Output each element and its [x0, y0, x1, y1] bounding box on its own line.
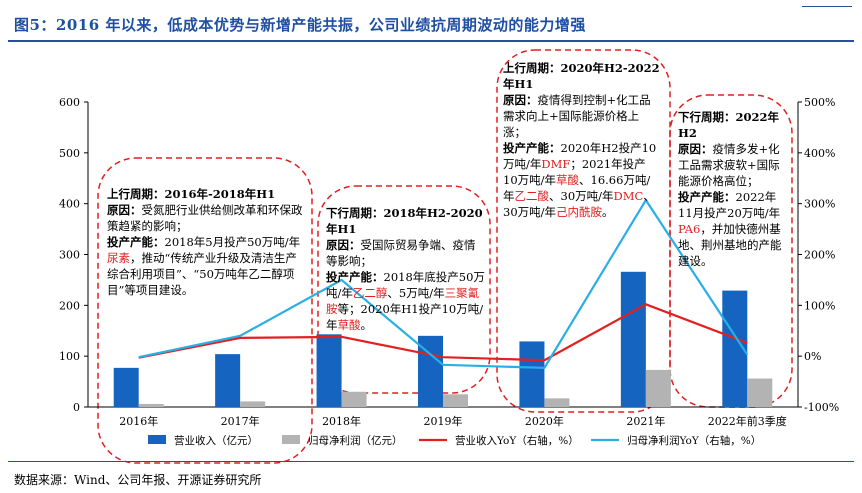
capacity-text: 、30万吨/年	[503, 189, 655, 219]
capacity-text: 2018年底投产50万吨/年	[326, 270, 485, 300]
legend-net-profit-yoy-label: 归母净利润YoY（右轴，%）	[627, 434, 761, 447]
capacity-text: 2018年5月投产50万吨/年	[164, 235, 301, 249]
product-name: PA6	[678, 222, 701, 236]
line-net-profit-yoy	[138, 199, 749, 369]
left-tick-label: 500	[59, 147, 80, 160]
reason-text: 受国际贸易争端、疫情等影响；	[326, 238, 476, 268]
capacity-label: 投产产能：	[678, 190, 736, 204]
product-name: DMC	[613, 189, 644, 203]
bar-revenue	[215, 354, 241, 407]
annotation-upcycle-2016: 上行周期：2016年-2018年H1 原因：受氮肥行业供给侧改革和环保政策趋紧的…	[107, 186, 305, 298]
reason-text: 疫情得到控制+化工品需求向上+国际能源价格上涨；	[503, 93, 651, 139]
product-name: 尿素	[107, 251, 130, 265]
bar-revenue	[113, 367, 139, 407]
reason-label: 原因：	[326, 238, 361, 252]
line-revenue-yoy	[138, 303, 748, 362]
x-tick-label: 2016年	[119, 414, 158, 428]
product-name: 三聚氰胺	[326, 286, 480, 316]
left-tick-label: 600	[59, 96, 80, 109]
legend-revenue-label: 营业收入（亿元）	[174, 434, 258, 447]
x-tick-label: 2018年	[322, 414, 361, 428]
x-tick-label: 2021年	[626, 414, 665, 428]
bar-revenue	[519, 341, 545, 407]
product-name: 乙二酸	[514, 189, 550, 203]
dashed-cycle-box	[317, 185, 491, 394]
right-tick-label: 500%	[804, 96, 835, 109]
legend-net-profit-swatch	[282, 435, 300, 444]
capacity-text: 2022年11月投产20万吨/年	[678, 190, 781, 220]
source-divider	[8, 461, 854, 462]
data-source: 数据来源：Wind、公司年报、开源证券研究所	[14, 473, 262, 487]
title-underline	[8, 40, 854, 42]
reason-label: 原因：	[107, 203, 142, 217]
bar-net-profit	[443, 394, 468, 407]
reason-text: 疫情多发+化工品需求疲软+国际能源价格高位；	[678, 142, 780, 188]
left-tick-label: 400	[59, 198, 80, 211]
right-tick-label: 300%	[804, 198, 835, 211]
x-tick-label: 2020年	[525, 414, 564, 428]
bar-net-profit	[138, 403, 164, 407]
bar-net-profit	[747, 378, 773, 407]
reason-label: 原因：	[503, 93, 538, 107]
annotation-heading: 上行周期：2016年-2018年H1	[107, 187, 276, 201]
capacity-text: 、5万吨/年	[387, 286, 445, 300]
bar-net-profit	[240, 401, 266, 407]
capacity-text: ，并加快德州基地、荆州基地的产能建设。	[678, 222, 782, 268]
capacity-text: ；2021年投产10万吨/年	[503, 157, 646, 187]
x-tick-label: 2019年	[424, 414, 463, 428]
x-tick-label: 2022年前3季度	[708, 414, 787, 428]
figure-title: 图5：2016 年以来，低成本优势与新增产能共振，公司业绩抗周期波动的能力增强	[14, 16, 586, 34]
legend-net-profit-label: 归母净利润（亿元）	[308, 434, 403, 447]
bar-net-profit	[341, 391, 367, 407]
right-tick-label: 200%	[804, 249, 835, 262]
capacity-label: 投产产能：	[503, 141, 561, 155]
capacity-text: ，推动“传统产业升级及清洁生产综合利用项目”、“50万吨年乙二醇项目”等项目建设…	[107, 251, 297, 297]
product-name: 乙二醇	[352, 286, 388, 300]
header-rule-corner	[802, 0, 852, 7]
capacity-label: 投产产能：	[326, 270, 384, 284]
annotation-heading: 上行周期：2020年H2-2022年H1	[503, 61, 660, 91]
product-name: DMF	[541, 157, 571, 171]
bar-revenue	[316, 334, 342, 407]
product-name: 草酸	[337, 318, 361, 332]
annotation-heading: 下行周期：2022年H2	[678, 110, 780, 140]
reason-text: 受氮肥行业供给侧改革和环保政策趋紧的影响；	[107, 203, 303, 233]
bar-net-profit	[544, 398, 570, 407]
dashed-cycle-box	[97, 157, 313, 464]
right-tick-label: -100%	[804, 401, 839, 414]
left-tick-label: 300	[59, 249, 80, 262]
left-tick-label: 100	[59, 350, 80, 363]
right-tick-label: 0%	[804, 350, 821, 363]
bar-net-profit	[645, 369, 671, 407]
right-tick-label: 100%	[804, 299, 835, 312]
capacity-label: 投产产能：	[107, 235, 165, 249]
capacity-text: 。	[360, 318, 373, 332]
annotation-downcycle-2022: 下行周期：2022年H2 原因：疫情多发+化工品需求疲软+国际能源价格高位； 投…	[678, 109, 788, 269]
dashed-cycle-box	[496, 49, 671, 413]
reason-label: 原因：	[678, 142, 713, 156]
capacity-text: 等；2020年H1投产10万吨/年	[326, 302, 484, 332]
capacity-text: 、30万吨/年	[549, 189, 614, 203]
capacity-text: 。	[602, 205, 614, 219]
left-tick-label: 200	[59, 299, 80, 312]
annotation-downcycle-2018: 下行周期：2018年H2-2020年H1 原因：受国际贸易争端、疫情等影响； 投…	[326, 205, 486, 333]
capacity-text: 2020年H2投产10万吨/年	[503, 141, 657, 171]
legend-revenue-yoy-label: 营业收入YoY（右轴，%）	[455, 434, 579, 447]
product-name: 己内酰胺	[556, 205, 603, 219]
capacity-text: 、16.66万吨/年	[503, 173, 651, 203]
right-tick-label: 400%	[804, 147, 835, 160]
legend-revenue-swatch	[148, 435, 166, 444]
annotation-heading: 下行周期：2018年H2-2020年H1	[326, 206, 483, 236]
bar-revenue	[620, 271, 646, 407]
left-tick-label: 0	[73, 401, 80, 414]
x-tick-label: 2017年	[221, 414, 260, 428]
product-name: 草酸	[556, 173, 580, 187]
annotation-upcycle-2020: 上行周期：2020年H2-2022年H1 原因：疫情得到控制+化工品需求向上+国…	[503, 60, 660, 220]
